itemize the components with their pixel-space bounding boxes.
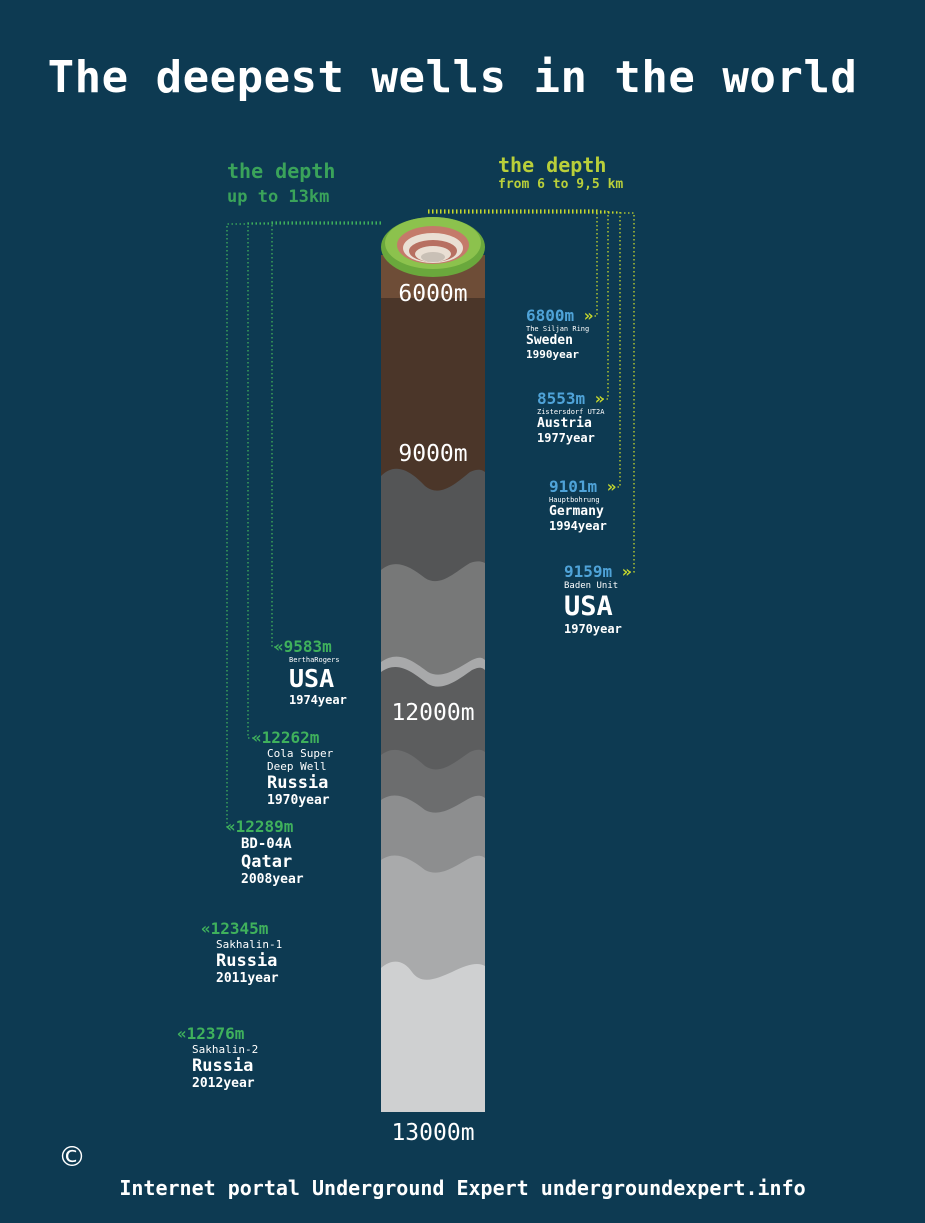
depth-value: 12345m xyxy=(210,919,269,938)
depth-value: 6800m xyxy=(526,306,575,325)
well-name-line1: Cola Super xyxy=(267,747,334,760)
country: Russia xyxy=(216,951,278,971)
country: USA xyxy=(289,664,335,693)
well-name: Baden Unit xyxy=(564,581,619,591)
well-name: The Siljan Ring xyxy=(526,325,590,333)
chevron-right-icon: » xyxy=(612,562,632,581)
depth-tick-6000: 6000m xyxy=(398,281,468,307)
country: Germany xyxy=(549,504,604,519)
right-header-line2: from 6 to 9,5 km xyxy=(498,177,624,192)
chevron-right-icon: » xyxy=(574,306,594,325)
year-unit: year xyxy=(247,971,279,986)
year: 1994 xyxy=(549,519,578,533)
chevron-right-icon: » xyxy=(597,477,617,496)
depth-tick-9000: 9000m xyxy=(398,441,468,467)
year-unit: year xyxy=(577,519,607,533)
well-label-usa-baden: 9159m » Baden Unit USA 1970year xyxy=(564,562,631,636)
chevron-left-icon: « xyxy=(177,1024,187,1043)
year: 1970 xyxy=(564,622,593,636)
chevron-left-icon: « xyxy=(274,637,284,656)
well-name: Sakhalin-2 xyxy=(192,1043,259,1056)
right-header-line1: the depth xyxy=(498,153,607,177)
depth-value: 12262m xyxy=(261,728,320,747)
chevron-left-icon: « xyxy=(252,728,262,747)
year: 1990 xyxy=(526,348,553,361)
well-mouth-icon xyxy=(381,217,485,277)
well-label-russia-cola: «12262m Cola Super Deep Well Russia 1970… xyxy=(252,728,333,808)
depth-value: 9101m xyxy=(549,477,598,496)
leader-line-right-1 xyxy=(428,210,609,400)
year: 2008 xyxy=(241,872,273,887)
leader-line-right-2 xyxy=(428,211,621,488)
year: 1970 xyxy=(267,793,299,808)
left-header: the depth up to 13km xyxy=(227,158,335,210)
depth-value: 12376m xyxy=(186,1024,245,1043)
year: 2011 xyxy=(216,971,248,986)
depth-value: 9159m xyxy=(564,562,613,581)
footer-credit: Internet portal Underground Expert under… xyxy=(119,1176,806,1200)
country: Russia xyxy=(192,1056,254,1076)
well-label-austria: 8553m » Zistersdorf UT2A Austria 1977yea… xyxy=(537,389,604,445)
depth-value: 8553m xyxy=(537,389,586,408)
chevron-left-icon: « xyxy=(226,817,236,836)
well-name-line2: Deep Well xyxy=(267,760,327,773)
country: Qatar xyxy=(241,852,293,872)
well-name: BerthaRogers xyxy=(289,656,340,664)
year-unit: year xyxy=(317,693,347,707)
right-header: the depth from 6 to 9,5 km xyxy=(498,153,623,192)
well-label-qatar: «12289m BD-04A Qatar 2008year xyxy=(226,817,304,887)
rock-layer-light-2 xyxy=(381,961,485,1112)
leader-lines xyxy=(226,209,635,828)
chevron-right-icon: » xyxy=(585,389,605,408)
year-unit: year xyxy=(272,872,304,887)
year-unit: year xyxy=(223,1076,255,1091)
leader-line-right-3 xyxy=(428,212,635,573)
well-label-germany: 9101m » Hauptbohrung Germany 1994year xyxy=(549,477,616,533)
leader-line-left-2 xyxy=(226,223,381,828)
left-header-line2: up to 13km xyxy=(227,187,330,207)
country: USA xyxy=(564,591,613,622)
country: Austria xyxy=(537,416,592,431)
leader-line-left-0 xyxy=(271,221,381,648)
year: 1977 xyxy=(537,431,566,445)
well-name: Hauptbohrung xyxy=(549,496,600,504)
country: Sweden xyxy=(526,333,573,348)
depth-value: 12289m xyxy=(235,817,294,836)
leader-line-right-0 xyxy=(428,209,598,317)
well-name: Sakhalin-1 xyxy=(216,938,283,951)
well-column xyxy=(381,255,485,1112)
year-unit: year xyxy=(592,622,622,636)
year-unit: year xyxy=(298,793,330,808)
copyright-icon: © xyxy=(58,1140,86,1173)
well-name: BD-04A xyxy=(241,836,292,852)
year-unit: year xyxy=(565,431,595,445)
chevron-left-icon: « xyxy=(201,919,211,938)
year-unit: year xyxy=(552,348,580,361)
page-title: The deepest wells in the world xyxy=(47,52,858,103)
depth-value: 9583m xyxy=(283,637,332,656)
year: 1974 xyxy=(289,693,318,707)
well-name: Zistersdorf UT2A xyxy=(537,408,605,416)
country: Russia xyxy=(267,773,329,793)
depth-tick-13000: 13000m xyxy=(391,1120,475,1146)
depth-tick-12000: 12000m xyxy=(391,700,475,726)
well-label-russia-sakhalin2: «12376m Sakhalin-2 Russia 2012year xyxy=(177,1024,258,1091)
left-header-line1: the depth xyxy=(227,159,336,183)
well-label-sweden: 6800m » The Siljan Ring Sweden 1990year xyxy=(526,306,593,361)
year: 2012 xyxy=(192,1076,224,1091)
well-label-russia-sakhalin1: «12345m Sakhalin-1 Russia 2011year xyxy=(201,919,282,986)
well-label-usa-bertha: «9583m BerthaRogers USA 1974year xyxy=(274,637,347,707)
